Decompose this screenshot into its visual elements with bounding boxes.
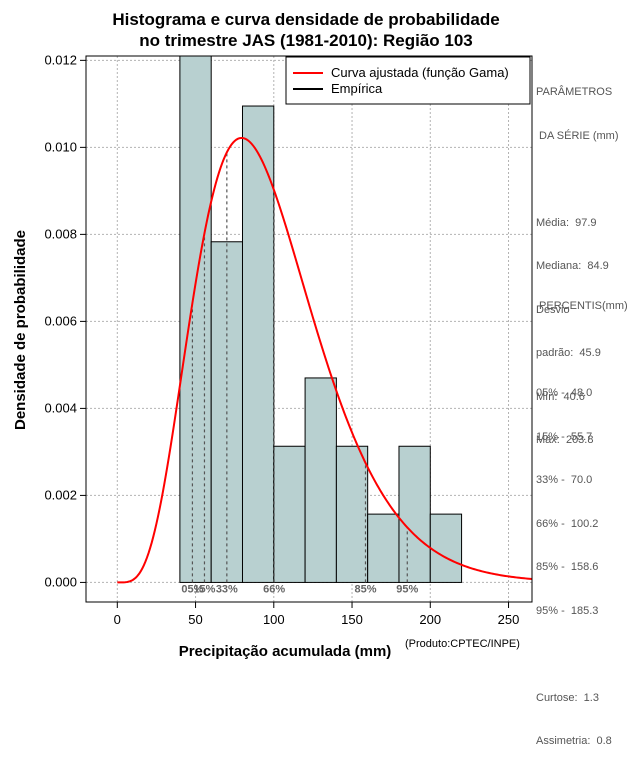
x-tick-label: 200 — [419, 612, 441, 627]
percentis-title: PERCENTIS(mm) — [536, 300, 628, 312]
param-mediana: Mediana: 84.9 — [536, 260, 609, 272]
param-media: Média: 97.9 — [536, 216, 597, 229]
percentile-85: 85% - 158.6 — [536, 561, 599, 573]
legend: Curva ajustada (função Gama) Empírica — [285, 56, 531, 105]
x-tick-label: 150 — [341, 612, 363, 627]
product-credit: (Produto:CPTEC/INPE) — [405, 638, 520, 650]
histogram-chart: Histograma e curva densidade de probabil… — [12, 10, 533, 660]
percentile-33: 33% - 70.0 — [536, 474, 593, 486]
percentile-05: 05% - 48.0 — [536, 387, 593, 399]
param-desvio-1: Desvio — [536, 303, 570, 316]
y-axis-ticks: 0.000 0.002 0.004 0.006 0.008 0.010 0.012 — [44, 52, 86, 589]
y-tick-label: 0.008 — [44, 226, 77, 241]
histogram-bar — [429, 513, 463, 583]
y-tick-label: 0.006 — [44, 313, 77, 328]
params-title-2: DA SÉRIE (mm) — [536, 129, 619, 142]
percentile-label: 95% — [396, 583, 418, 595]
param-max: Máx: 203.8 — [536, 434, 594, 446]
x-axis-ticks: 0 50 100 150 200 250 — [114, 602, 520, 627]
percentiles-panel: PERCENTIS(mm) 05% - 48.0 15% - 55.7 33% … — [536, 270, 640, 763]
param-min: Mín: 40.6 — [536, 390, 585, 403]
histogram-bar — [273, 445, 306, 583]
x-tick-label: 0 — [114, 612, 121, 627]
spacer — [536, 172, 640, 187]
plot-frame — [85, 55, 533, 603]
percentile-lines: 05%15% 33% 66% 85% 95% — [181, 152, 418, 595]
histogram-bar — [367, 513, 400, 583]
y-tick-label: 0.000 — [44, 574, 77, 589]
percentile-66: 66% - 100.2 — [536, 517, 599, 530]
spacer — [536, 343, 640, 358]
chart-title-line2: no trimestre JAS (1981-2010): Região 103 — [139, 31, 473, 50]
y-axis-label: Densidade de probabilidade — [12, 230, 29, 430]
legend-box — [285, 56, 531, 105]
chart-title-line1: Histograma e curva densidade de probabil… — [112, 10, 499, 29]
histogram-bar — [304, 377, 337, 583]
percentile-label: 85% — [354, 583, 376, 595]
legend-label-fit: Curva ajustada (função Gama) — [331, 65, 509, 80]
gamma-curve-path — [117, 136, 533, 584]
x-axis-label: Precipitação acumulada (mm) — [179, 643, 392, 660]
gamma-curve — [117, 136, 533, 584]
histogram-bar — [179, 55, 212, 583]
x-tick-label: 250 — [498, 612, 520, 627]
stat-assimetria: Assimetria: 0.8 — [536, 735, 612, 747]
y-tick-label: 0.004 — [44, 400, 77, 415]
percentile-label: 33% — [216, 583, 238, 595]
param-desvio-2: padrão: 45.9 — [536, 347, 601, 359]
x-tick-label: 50 — [188, 612, 202, 627]
percentile-label: 15% — [193, 583, 215, 595]
spacer — [536, 647, 640, 662]
series-parameters-panel: PARÂMETROS DA SÉRIE (mm) Média: 97.9 Med… — [536, 56, 640, 462]
histogram-bar — [398, 445, 431, 583]
y-tick-label: 0.002 — [44, 487, 77, 502]
legend-label-empirical: Empírica — [331, 81, 383, 96]
percentile-95: 95% - 185.3 — [536, 604, 599, 617]
params-title-1: PARÂMETROS — [536, 86, 613, 98]
percentile-label: 66% — [263, 583, 285, 595]
y-tick-label: 0.012 — [44, 52, 77, 67]
x-tick-label: 100 — [263, 612, 285, 627]
percentile-15: 15% - 55.7 — [536, 430, 593, 443]
histogram-bars — [179, 55, 463, 583]
histogram-bar — [241, 105, 275, 583]
histogram-bar — [335, 445, 369, 583]
y-tick-label: 0.010 — [44, 139, 77, 154]
stat-curtose: Curtose: 1.3 — [536, 691, 599, 704]
percentile-label: 05% — [181, 583, 203, 595]
